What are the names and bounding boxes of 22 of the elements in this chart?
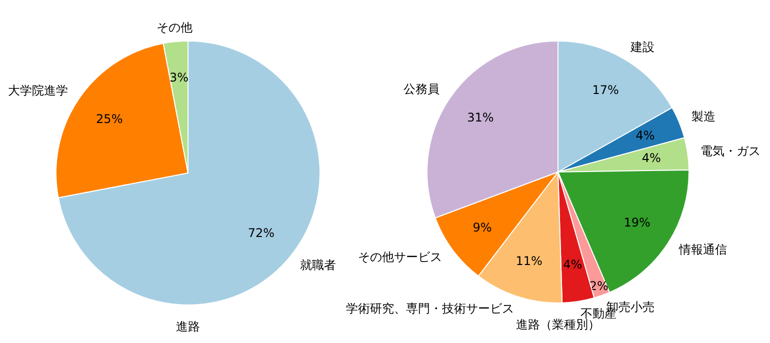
data-label: 19% <box>624 216 650 230</box>
data-label: 31% <box>467 110 494 125</box>
text: 進路 <box>176 319 200 334</box>
slice-label: 就職者 <box>300 258 336 272</box>
data-label: 25% <box>96 112 123 126</box>
slice-label: 公務員 <box>404 82 440 96</box>
slice-label: 製造 <box>691 110 716 124</box>
data-label: 4% <box>642 151 661 166</box>
data-label: 72% <box>248 226 275 240</box>
data-label: 4% <box>636 128 655 143</box>
slice-label: 学術研究、専門・技術サービス <box>346 301 514 316</box>
slice-label: 情報通信 <box>678 242 727 257</box>
data-label: 11% <box>516 254 542 268</box>
slice-label: 電気・ガス <box>700 144 761 158</box>
data-label: 4% <box>563 257 582 272</box>
data-label: 3% <box>170 70 189 85</box>
slice-label: その他 <box>156 20 192 35</box>
slice-label: 大学院進学 <box>8 84 68 98</box>
slice-label: 建設 <box>630 40 655 54</box>
slice-label: その他サービス <box>358 250 442 264</box>
data-label: 17% <box>592 82 619 97</box>
data-label: 9% <box>472 220 492 234</box>
